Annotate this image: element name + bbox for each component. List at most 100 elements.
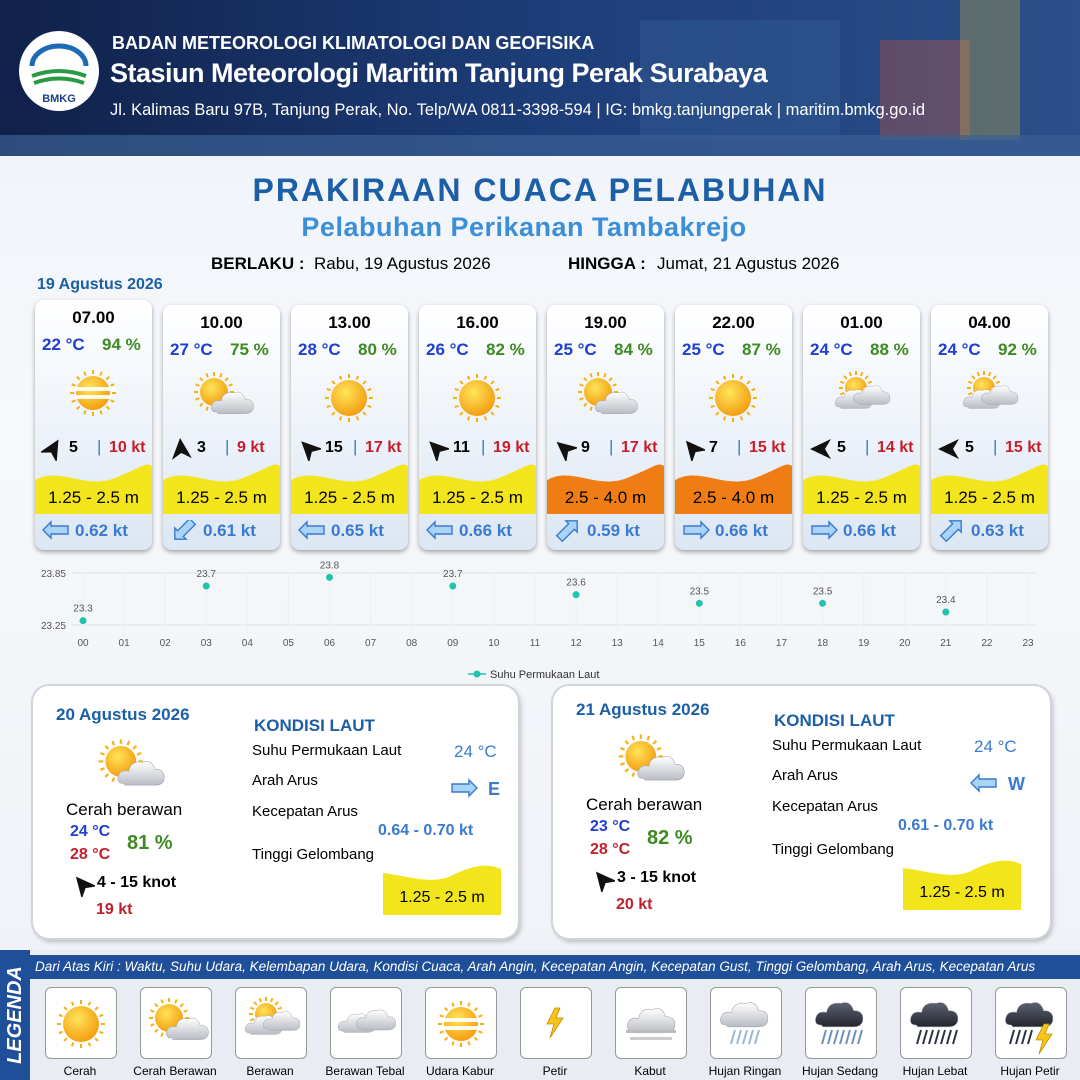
decor [880,40,970,140]
icon-part [451,778,478,798]
icon-part [454,404,459,409]
x-tick-label: 17 [776,638,788,649]
decor [640,20,840,140]
icon-part [852,385,891,405]
time: 04.00 [968,313,1011,332]
icon-part [722,416,727,421]
time: 16.00 [456,313,499,332]
icon-part [946,1029,952,1045]
legend-label: Berawan Tebal [325,1064,405,1078]
icon-part [589,373,593,378]
legend-label: Petir [542,1064,568,1078]
time: 13.00 [328,313,371,332]
icon-part [98,739,165,786]
icon-part [857,1029,863,1045]
x-tick-label: 12 [570,638,582,649]
icon-part [459,380,464,385]
icon-part [76,376,110,410]
x-tick-label: 11 [530,638,541,649]
current-direction-svg [811,520,838,540]
icon-part [683,520,710,540]
air-temp: 27 °C [170,340,213,359]
weather-icon-svg [70,370,116,416]
day-wave: 1.25 - 2.5 m [919,884,1005,901]
humidity: 94 % [102,335,141,354]
gust: 17 kt [621,439,658,456]
day-humidity: 82 % [647,827,693,849]
legend-icon-box-svg [149,998,209,1040]
icon-part [338,416,343,421]
icon-part [995,380,1001,384]
weather-icon [314,368,384,433]
weather-icon [826,368,896,433]
icon-part [843,375,848,380]
legend-icon-box [615,987,687,1059]
icon-part [934,1029,940,1045]
icon-part [199,377,204,382]
icon-part [70,1001,75,1006]
weather-icon-svg [194,372,254,414]
icon-part [249,1006,255,1010]
gust: 17 kt [365,439,402,456]
icon-part [583,377,588,382]
wind-speed: 5 [69,439,78,456]
icon-part [637,756,685,781]
icon-part [971,375,976,380]
icon-part [967,392,973,396]
y-tick-label: 23.85 [41,569,66,580]
temp-max: 28 °C [70,846,111,863]
valid-from: Rabu, 19 Agustus 2026 [314,254,491,273]
y-tick-label: 23.25 [41,621,66,632]
icon-part [451,1002,455,1007]
day-gust: 20 kt [616,896,653,913]
icon-part [490,411,495,416]
x-tick-label: 08 [406,638,418,649]
icon-part [291,464,408,514]
wind-direction [297,437,324,466]
x-tick-label: 02 [160,638,172,649]
legend-icon-box [900,987,972,1059]
icon-part [1021,1029,1027,1045]
icon-part [720,1002,769,1028]
point [202,582,210,590]
icon-part [132,745,138,750]
current-direction-svg [683,520,710,540]
icon-part [916,1029,922,1045]
data-label: 23.5 [813,586,833,597]
icon-part [848,371,852,377]
x-tick-label: 13 [612,638,624,649]
time: 10.00 [200,313,243,332]
wave-height: 2.5 - 4.0 m [692,488,775,507]
gust: 15 kt [749,439,786,456]
icon-part [111,777,116,783]
icon-part [150,1023,155,1027]
icon-part [76,376,81,381]
legend-label: Suhu Permukaan Laut [490,669,599,681]
air-temp: 26 °C [426,340,469,359]
legend-label: Hujan Lebat [902,1064,968,1078]
weather-icon [442,368,512,433]
icon-part [57,1000,105,1048]
weather-icon-svg [453,374,501,422]
icon-part [83,371,87,376]
icon-part [367,387,372,392]
icon-part [839,1029,845,1045]
icon-part [249,1018,255,1022]
icon-part [976,371,980,377]
current-speed: 0.62 kt [75,521,128,540]
icon-part [579,397,584,401]
day-wind: 3 - 15 knot [617,869,697,886]
x-tick-label: 04 [242,638,254,649]
icon-part [326,404,331,409]
wave-height: 1.25 - 2.5 m [944,488,1035,507]
day-humidity: 81 % [127,832,173,854]
wind-direction [169,437,193,466]
icon-part [720,1002,769,1045]
icon-part [630,1037,672,1040]
icon-part [110,383,115,387]
day-date: 20 Agustus 2026 [56,705,190,724]
icon-part [810,439,831,459]
icon-part [730,1029,736,1045]
wind-direction-svg [938,439,959,459]
day-wind-direction-svg [75,876,98,900]
